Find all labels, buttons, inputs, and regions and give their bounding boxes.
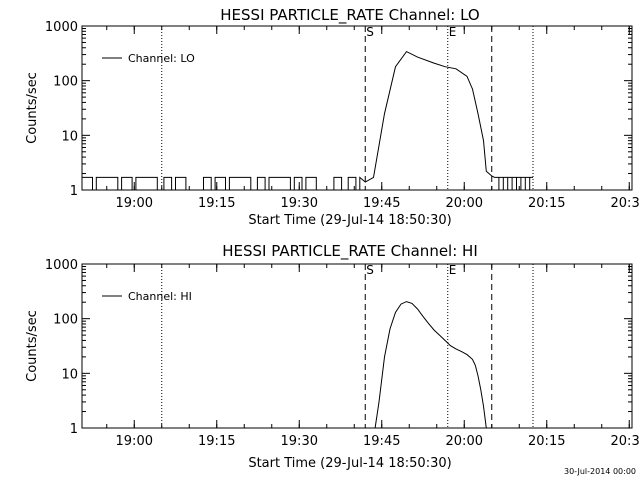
x-tick-label: 19:00 [116, 196, 153, 211]
y-tick-label: 10 [61, 129, 78, 144]
plot-frame [81, 263, 633, 429]
panel-lo: HESSI PARTICLE_RATE Channel: LO 19:00 19:… [25, 6, 640, 228]
start-marker-label: S [366, 25, 374, 39]
series-line-hi [374, 301, 487, 429]
panel-hi: HESSI PARTICLE_RATE Channel: HI 19:00 19:… [25, 242, 640, 471]
y-tick-label: 100 [53, 75, 78, 90]
panel-title: HESSI PARTICLE_RATE Channel: HI [222, 242, 478, 261]
x-tick-label: 19:45 [363, 434, 400, 449]
end-marker-label: E [449, 25, 457, 39]
x-tick-label: 19:30 [281, 196, 318, 211]
x-tick-label: 19:15 [198, 196, 235, 211]
x-tick-label: 20:00 [446, 196, 483, 211]
y-tick-label: 100 [53, 313, 78, 328]
y-tick-label: 1000 [45, 20, 78, 35]
series-line-lo [82, 50, 533, 191]
panel-title: HESSI PARTICLE_RATE Channel: LO [220, 6, 479, 25]
x-tick-label: 19:30 [281, 434, 318, 449]
x-tick-label: 20:00 [446, 434, 483, 449]
legend-entry: Channel: HI [128, 290, 192, 303]
x-tick-label: 20:15 [528, 434, 565, 449]
y-tick-label: 1000 [45, 258, 78, 273]
x-tick-label: 20:30 [611, 434, 640, 449]
x-axis-label: Start Time (29-Jul-14 18:50:30) [248, 213, 451, 228]
x-tick-label: 20:15 [528, 196, 565, 211]
legend-entry: Channel: LO [128, 52, 195, 65]
y-tick-label: 1 [70, 184, 78, 199]
y-tick-label: 1 [70, 422, 78, 437]
y-tick-label: 10 [61, 367, 78, 382]
timestamp: 30-Jul-2014 00:00 [564, 467, 636, 476]
end-marker-label: E [449, 263, 457, 277]
y-axis-label: Counts/sec [25, 72, 40, 144]
x-axis-label: Start Time (29-Jul-14 18:50:30) [248, 456, 451, 471]
x-tick-label: 19:15 [198, 434, 235, 449]
x-tick-label: 19:00 [116, 434, 153, 449]
x-tick-label: 19:45 [363, 196, 400, 211]
plot-frame [81, 25, 633, 191]
x-tick-label: 20:30 [611, 196, 640, 211]
y-axis-label: Counts/sec [25, 310, 40, 382]
start-marker-label: S [366, 263, 374, 277]
